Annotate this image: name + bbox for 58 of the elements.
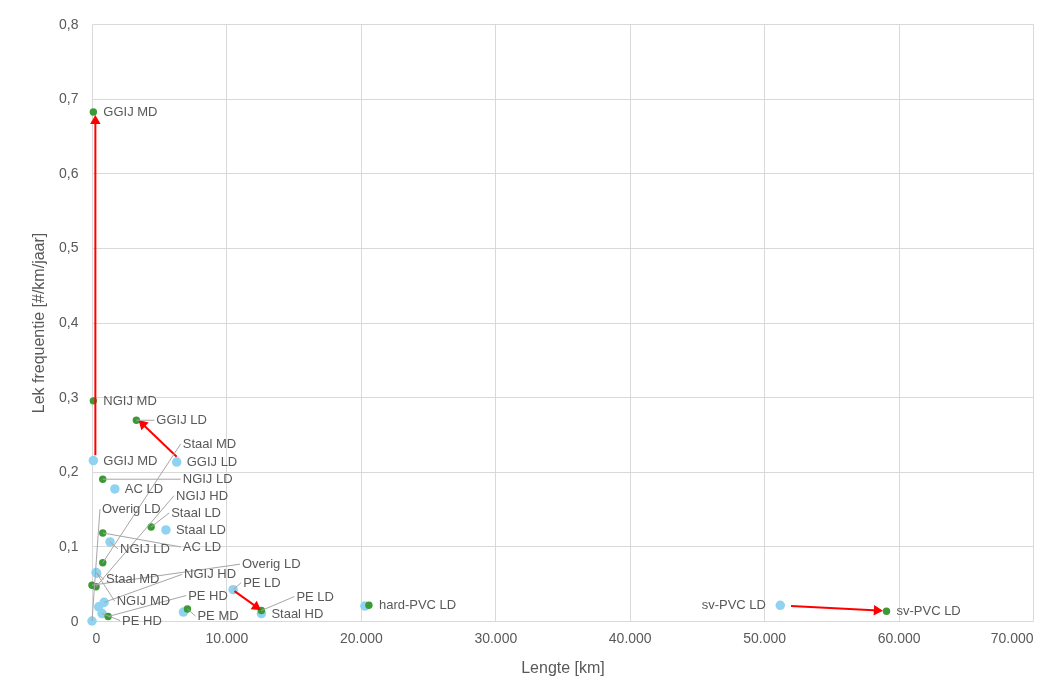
point (99, 475, 107, 483)
y-tick-label: 0,5 (59, 239, 79, 256)
y-axis-title: Lek frequentie [#/km/jaar] (30, 232, 48, 414)
annotation: GGIJ LD (156, 412, 207, 428)
x-tick-label: 0 (92, 629, 101, 646)
annotation: GGIJ MD (103, 452, 158, 468)
x-tick-label: 60.000 (877, 629, 921, 646)
y-tick-label: 0,1 (59, 537, 79, 554)
annotation: sv-PVC LD (701, 597, 766, 613)
x-tick-label: 10.000 (205, 629, 249, 646)
y-tick-label: 0,7 (59, 90, 79, 107)
annotation: NGIJ MD (103, 392, 157, 408)
annotation: Overig LD (102, 501, 161, 516)
annotation: hard-PVC LD (378, 597, 457, 613)
x-axis-title: Lengte [km] (521, 658, 605, 676)
point (89, 108, 98, 116)
annotation: Staal MD (106, 571, 160, 587)
annotation: NGIJ HD (176, 487, 229, 503)
annotation: NGIJ HD (184, 566, 237, 582)
y-tick-label: 0,6 (59, 164, 79, 181)
x-tick-label: 20.000 (339, 629, 383, 646)
point (775, 600, 786, 611)
annotation: Staal MD (182, 435, 237, 451)
x-tick-label: 40.000 (608, 629, 652, 646)
y-tick-label: 0,3 (59, 388, 79, 405)
x-tick-label: 30.000 (474, 629, 518, 646)
annotation: AC LD (182, 538, 222, 554)
y-tick-label: 0 (70, 612, 79, 629)
annotation: GGIJ MD (103, 104, 158, 120)
annotation: PE LD (243, 574, 281, 590)
annotation: PE MD (197, 608, 239, 624)
annotation: Overig LD (242, 556, 301, 572)
y-tick-label: 0,2 (59, 463, 79, 480)
point (365, 601, 373, 610)
annotation: Staal LD (175, 521, 226, 537)
annotation: PE HD (188, 587, 228, 603)
point (873, 605, 883, 616)
point (110, 484, 120, 494)
point (882, 607, 891, 615)
annotation: Staal HD (271, 605, 324, 621)
x-tick-label: 70.000 (990, 629, 1034, 646)
point (161, 525, 171, 535)
annotation: NGIJ LD (182, 471, 233, 487)
annotation: PE LD (296, 588, 334, 604)
point (88, 455, 99, 466)
annotation: GGIJ LD (186, 454, 238, 470)
annotation: PE HD (122, 612, 162, 628)
y-tick-label: 0,8 (59, 15, 79, 32)
point (105, 537, 115, 547)
annotation: NGIJ LD (120, 540, 170, 556)
annotation: sv-PVC LD (896, 603, 961, 619)
y-tick-label: 0,4 (59, 314, 79, 330)
point (171, 457, 182, 467)
annotation: Staal LD (171, 504, 222, 520)
annotation: NGIJ MD (116, 593, 171, 609)
point (90, 114, 101, 125)
annotation: AC LD (124, 480, 164, 496)
x-tick-label: 50.000 (743, 629, 787, 646)
